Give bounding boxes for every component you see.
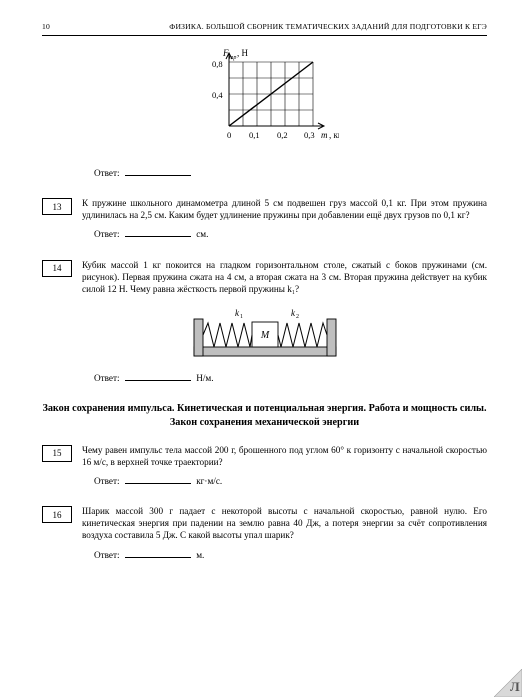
answer-label: Ответ: [94,373,120,383]
answer-13: Ответ: см. [94,227,487,240]
page-number: 10 [42,22,50,32]
task-text: Кубик массой 1 кг покоится на гладком го… [82,259,487,295]
svg-text:0,2: 0,2 [277,130,288,140]
task-number: 13 [42,198,72,215]
task-16: 16 Шарик массой 300 г падает с некоторой… [42,505,487,541]
answer-label: Ответ: [94,229,120,239]
svg-text:0: 0 [227,130,231,140]
svg-text:2: 2 [296,314,299,320]
section-heading: Закон сохранения импульса. Кинетическая … [42,402,487,430]
answer-15: Ответ: кг·м/с. [94,474,487,487]
chart-svg: F тр , Н [191,44,339,156]
answer-14: Ответ: Н/м. [94,371,487,384]
answer-unit: кг·м/с. [196,476,222,486]
answer-16: Ответ: м. [94,548,487,561]
page-header: 10 ФИЗИКА. БОЛЬШОЙ СБОРНИК ТЕМАТИЧЕСКИХ … [42,22,487,32]
task-number: 14 [42,260,72,277]
svg-text:, Н: , Н [237,48,249,58]
spring-svg: M k 1 k 2 [188,305,342,363]
header-rule [42,35,487,36]
svg-text:0,3: 0,3 [304,130,315,140]
answer-unit: см. [196,229,208,239]
svg-text:0,4: 0,4 [212,90,223,100]
answer-blank [125,548,191,558]
answer-unit: Н/м. [196,373,213,383]
task-13: 13 К пружине школьного динамометра длино… [42,197,487,221]
svg-text:1: 1 [240,314,243,320]
answer-blank [125,371,191,381]
task-text: К пружине школьного динамометра длиной 5… [82,197,487,221]
svg-text:m: m [321,130,328,140]
svg-text:F: F [222,48,229,58]
task-number: 15 [42,445,72,462]
task-text: Шарик массой 300 г падает с некоторой вы… [82,505,487,541]
page: 10 ФИЗИКА. БОЛЬШОЙ СБОРНИК ТЕМАТИЧЕСКИХ … [0,0,525,700]
answer-blank [125,474,191,484]
svg-text:Л: Л [510,679,520,694]
task-number: 16 [42,506,72,523]
svg-text:0,8: 0,8 [212,59,223,69]
answer-label: Ответ: [94,476,120,486]
svg-text:0,1: 0,1 [249,130,260,140]
task-15: 15 Чему равен импульс тела массой 200 г,… [42,444,487,468]
task-text: Чему равен импульс тела массой 200 г, бр… [82,444,487,468]
header-title: ФИЗИКА. БОЛЬШОЙ СБОРНИК ТЕМАТИЧЕСКИХ ЗАД… [169,22,487,32]
friction-chart: F тр , Н [42,44,487,156]
svg-text:M: M [259,330,269,341]
answer-blank [125,166,191,176]
answer-label: Ответ: [94,168,120,178]
page-corner-icon: Л [494,669,522,697]
task-14: 14 Кубик массой 1 кг покоится на гладком… [42,259,487,295]
svg-text:, кг: , кг [329,130,339,140]
answer-blank [125,227,191,237]
answer-label: Ответ: [94,550,120,560]
spring-figure: M k 1 k 2 [42,305,487,363]
answer-12: Ответ: [94,166,487,179]
answer-unit: м. [196,550,204,560]
